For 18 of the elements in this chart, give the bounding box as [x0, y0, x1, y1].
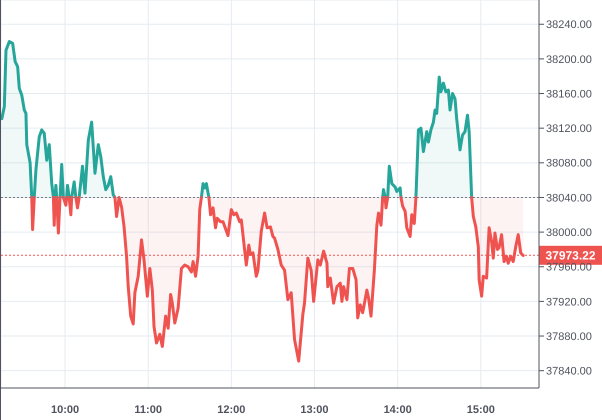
y-tick-label: 37960.00	[546, 262, 592, 274]
x-tick-label: 12:00	[217, 404, 246, 416]
y-tick-label: 38040.00	[546, 192, 592, 204]
y-tick-label: 38000.00	[546, 227, 592, 240]
y-tick-label: 37880.00	[546, 330, 592, 343]
x-tick-label: 13:00	[300, 404, 329, 416]
y-tick-label: 38200.00	[546, 54, 592, 66]
y-tick-label: 38080.00	[546, 158, 592, 170]
y-tick-label: 38160.00	[546, 88, 592, 100]
y-tick-label: 37840.00	[546, 366, 592, 378]
x-tick-label: 15:00	[466, 404, 495, 416]
ref-line-label: 37973.22	[545, 248, 596, 262]
x-tick-label: 10:00	[50, 404, 80, 416]
y-tick-label: 37920.00	[546, 296, 592, 308]
x-tick-label: 14:00	[384, 404, 412, 416]
y-tick-label: 38120.00	[546, 123, 592, 136]
y-tick-label: 38240.00	[546, 19, 592, 32]
x-tick-label: 11:00	[134, 404, 162, 416]
